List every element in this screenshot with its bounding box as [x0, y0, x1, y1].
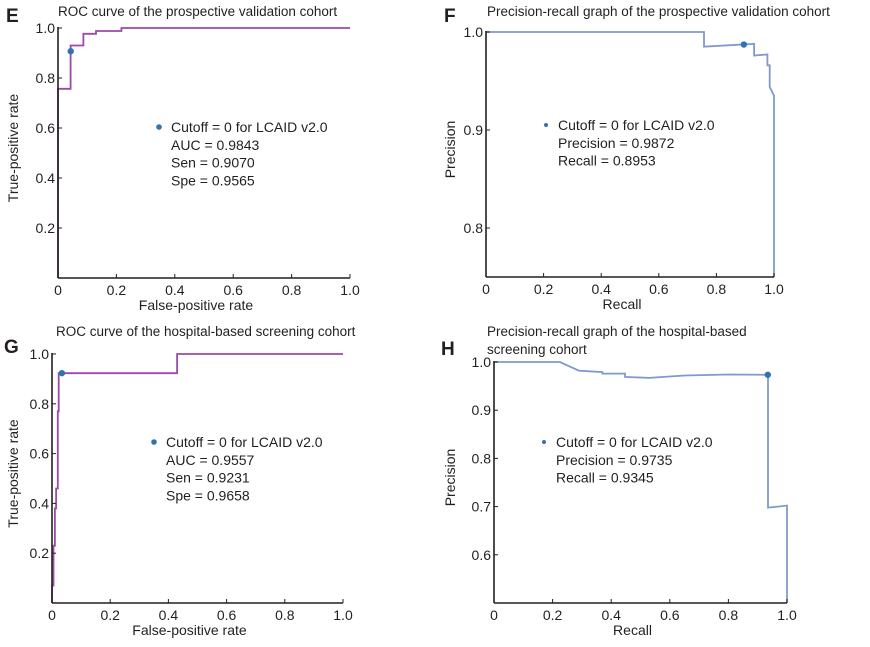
x-tick-label: 0	[48, 607, 56, 623]
cutoff-marker	[58, 369, 66, 377]
annotation-text: AUC = 0.9557	[166, 452, 255, 468]
annotation-text: Sen = 0.9231	[166, 470, 250, 486]
annotation-text: Precision = 0.9872	[558, 135, 675, 151]
annotation-text: Cutoff = 0 for LCAID v2.0	[171, 119, 328, 135]
x-tick-label: 1.0	[764, 281, 784, 297]
x-tick-label: 0.8	[275, 607, 295, 623]
chart-title: Precision-recall graph of the hospital-b…	[487, 324, 747, 339]
x-tick-label: 1.0	[340, 282, 360, 298]
y-tick-label: 0.8	[464, 220, 484, 236]
y-tick-label: 0.8	[472, 450, 492, 466]
x-tick-label: 0.2	[100, 607, 120, 623]
cutoff-marker	[67, 48, 74, 55]
x-tick-label: 0.6	[649, 281, 669, 297]
panel-e: E ROC curve of the prospective validation…	[5, 4, 360, 313]
chart-title: Precision-recall graph of the prospectiv…	[487, 4, 830, 19]
y-axis-label: Precision	[442, 449, 458, 507]
x-tick-label: 0.8	[282, 282, 302, 298]
panel-letter: G	[4, 337, 19, 358]
x-tick-label: 0	[482, 281, 490, 297]
y-tick-label: 0.9	[464, 122, 484, 138]
x-tick-label: 0.6	[660, 607, 680, 623]
y-tick-label: 0.2	[30, 545, 50, 561]
cutoff-marker	[764, 371, 772, 378]
y-tick-label: 0.8	[36, 70, 56, 86]
legend-marker	[542, 440, 546, 444]
y-tick-label: 0.7	[472, 499, 492, 515]
x-axis-label: False-positive rate	[132, 622, 247, 638]
panel-letter: E	[6, 6, 19, 27]
x-tick-label: 0.2	[107, 282, 127, 298]
x-axis-label: False-positive rate	[139, 297, 254, 313]
legend-marker	[151, 439, 157, 445]
y-tick-label: 0.9	[472, 402, 492, 418]
annotation-text: Spe = 0.9658	[166, 487, 250, 503]
panel-f: F Precision-recall graph of the prospecti…	[442, 4, 830, 312]
annotation-text: Spe = 0.9565	[171, 172, 255, 188]
x-tick-label: 0.2	[543, 607, 563, 623]
y-axis-label: True-positive rate	[5, 419, 21, 528]
x-tick-label: 0.4	[591, 281, 611, 297]
chart-title: ROC curve of the hospital-based screenin…	[56, 324, 356, 339]
y-tick-label: 0.4	[36, 170, 56, 186]
y-tick-label: 1.0	[36, 20, 56, 36]
annotation-text: Recall = 0.8953	[558, 153, 656, 169]
annotation-text: Cutoff = 0 for LCAID v2.0	[558, 117, 715, 133]
y-axis-label: Precision	[442, 121, 458, 179]
x-tick-label: 0.8	[719, 607, 739, 623]
y-tick-label: 0.6	[472, 547, 492, 563]
y-tick-label: 0.6	[36, 120, 56, 136]
x-axis-label: Recall	[603, 296, 642, 312]
x-tick-label: 0	[54, 282, 62, 298]
annotation-text: AUC = 0.9843	[171, 137, 260, 153]
y-tick-label: 0.2	[36, 220, 56, 236]
annotation-text: Cutoff = 0 for LCAID v2.0	[556, 434, 713, 450]
annotation-text: Precision = 0.9735	[556, 452, 673, 468]
legend-marker	[544, 123, 548, 127]
panel-letter: H	[441, 339, 455, 360]
x-axis-label: Recall	[613, 622, 652, 638]
panel-h: H Precision-recall graph of the hospital-…	[441, 324, 797, 638]
x-tick-label: 0.8	[707, 281, 727, 297]
x-tick-label: 0.6	[223, 282, 243, 298]
chart-title: screening cohort	[487, 342, 587, 357]
y-tick-label: 0.6	[30, 446, 50, 462]
y-tick-label: 1.0	[472, 354, 492, 370]
curve-line	[494, 361, 788, 603]
y-axis-label: True-positive rate	[5, 94, 21, 203]
panel-g: G ROC curve of the hospital-based screeni…	[4, 324, 356, 638]
x-tick-label: 0.4	[159, 607, 179, 623]
x-tick-label: 1.0	[333, 607, 353, 623]
annotation-text: Recall = 0.9345	[556, 470, 654, 486]
curve-line	[51, 353, 343, 603]
x-tick-label: 0.2	[534, 281, 554, 297]
curve-line	[57, 27, 350, 278]
x-tick-label: 1.0	[777, 607, 797, 623]
cutoff-marker	[740, 41, 748, 48]
chart-title: ROC curve of the prospective validation …	[58, 4, 337, 19]
x-tick-label: 0	[490, 607, 498, 623]
y-tick-label: 0.4	[30, 495, 50, 511]
y-tick-label: 1.0	[464, 24, 484, 40]
annotation-text: Cutoff = 0 for LCAID v2.0	[166, 434, 323, 450]
x-tick-label: 0.6	[217, 607, 237, 623]
y-tick-label: 1.0	[30, 346, 50, 362]
x-tick-label: 0.4	[601, 607, 621, 623]
x-tick-label: 0.4	[165, 282, 185, 298]
y-tick-label: 0.8	[30, 396, 50, 412]
curve-line	[486, 31, 775, 277]
annotation-text: Sen = 0.9070	[171, 155, 255, 171]
legend-marker	[156, 124, 162, 130]
panel-letter: F	[444, 6, 456, 27]
